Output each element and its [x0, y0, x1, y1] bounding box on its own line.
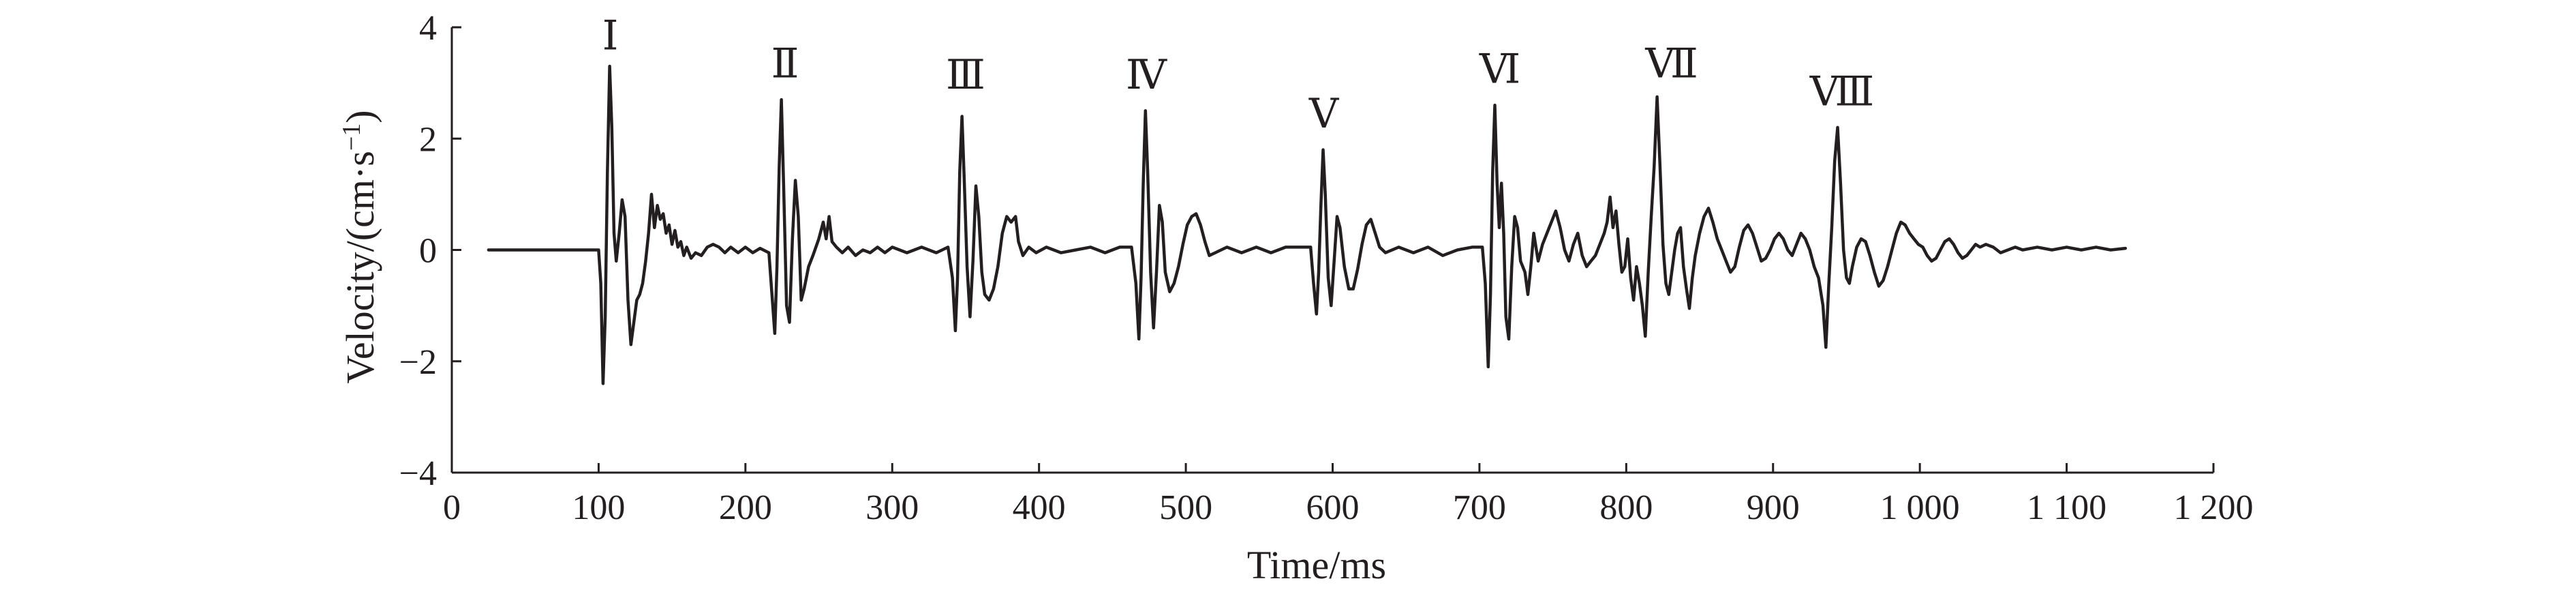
tick-labels: 0 100 200 300 400 500 600 700 800 900 1 000 1 100 1 …	[399, 9, 2254, 527]
annotation-layer: Ⅰ Ⅱ Ⅲ Ⅳ Ⅴ Ⅵ Ⅶ Ⅷ	[602, 14, 1874, 136]
event-label: Ⅶ	[1644, 41, 1698, 86]
x-tick-label: 400	[1013, 488, 1066, 527]
x-tick-label: 1 000	[1880, 488, 1960, 527]
y-tick-label: 4	[419, 9, 437, 48]
x-tick-label: 0	[443, 488, 461, 527]
y-tick-label: −2	[399, 343, 437, 382]
x-tick-label: 700	[1453, 488, 1506, 527]
x-tick-label: 1 200	[2174, 488, 2254, 527]
y-axis-title-close: )	[338, 110, 382, 123]
y-tick-label: −4	[399, 454, 437, 493]
event-label: Ⅰ	[602, 14, 619, 59]
event-label: Ⅴ	[1308, 91, 1340, 136]
y-axis-title: Velocity/(cm·s−1)	[337, 110, 382, 383]
x-tick-label: 900	[1747, 488, 1800, 527]
event-label: Ⅲ	[946, 53, 985, 98]
x-tick-label: 200	[719, 488, 772, 527]
y-tick-label: 0	[419, 232, 437, 271]
event-label: Ⅱ	[771, 41, 799, 86]
x-axis-title: Time/ms	[1247, 543, 1386, 587]
x-tick-label: 500	[1159, 488, 1212, 527]
x-tick-label: 600	[1306, 488, 1360, 527]
y-axis-title-main: Velocity/(cm·s	[338, 151, 382, 383]
ticks	[450, 26, 2215, 474]
x-tick-label: 300	[865, 488, 919, 527]
event-label: Ⅷ	[1809, 69, 1875, 114]
y-axis-title-superscript: −1	[337, 123, 366, 151]
x-tick-label: 1 100	[2027, 488, 2106, 527]
y-tick-label: 2	[419, 120, 437, 159]
event-label: Ⅵ	[1479, 47, 1520, 92]
event-label: Ⅳ	[1126, 53, 1167, 98]
x-tick-label: 800	[1599, 488, 1653, 527]
series-layer	[487, 64, 2128, 385]
velocity-series-line	[487, 64, 2128, 385]
x-tick-label: 100	[572, 488, 625, 527]
